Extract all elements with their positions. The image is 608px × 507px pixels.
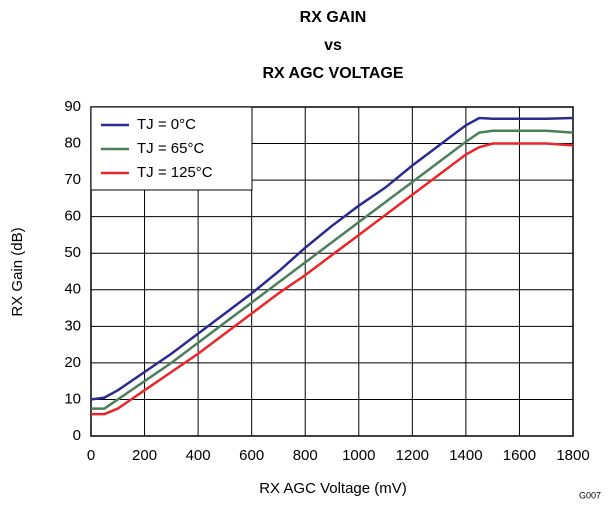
y-tick-label: 90 <box>64 98 81 115</box>
y-tick-label: 40 <box>64 281 81 298</box>
y-tick-label: 70 <box>64 171 81 188</box>
x-tick-label: 1400 <box>449 447 482 464</box>
y-tick-label: 60 <box>64 208 81 225</box>
y-tick-label: 0 <box>73 427 81 444</box>
line <box>91 142 574 416</box>
x-tick-label: 1600 <box>503 447 536 464</box>
line <box>91 129 574 410</box>
x-tick-label: 600 <box>239 447 264 464</box>
y-tick-label: 10 <box>64 390 81 407</box>
x-tick-label: 1800 <box>556 447 589 464</box>
chart-title: vs <box>324 37 342 54</box>
legend-label: TJ = 0°C <box>137 116 196 133</box>
y-tick-label: 80 <box>64 135 81 152</box>
x-tick-label: 1200 <box>396 447 429 464</box>
y-tick-label: 50 <box>64 244 81 261</box>
chart-title: RX AGC VOLTAGE <box>262 65 403 82</box>
x-tick-label: 800 <box>293 447 318 464</box>
chart-title: RX GAIN <box>300 9 367 26</box>
line <box>90 116 574 401</box>
x-tick-label: 400 <box>186 447 211 464</box>
x-tick-label: 1000 <box>342 447 375 464</box>
y-axis-label: RX Gain (dB) <box>9 227 26 316</box>
figure-id: G007 <box>579 490 601 500</box>
legend-label: TJ = 65°C <box>137 140 204 157</box>
y-tick-label: 20 <box>64 354 81 371</box>
x-tick-label: 0 <box>87 447 95 464</box>
plot-border <box>90 106 574 437</box>
x-axis-label: RX AGC Voltage (mV) <box>259 480 407 497</box>
x-tick-label: 200 <box>132 447 157 464</box>
y-tick-label: 30 <box>64 317 81 334</box>
legend-label: TJ = 125°C <box>137 164 213 181</box>
